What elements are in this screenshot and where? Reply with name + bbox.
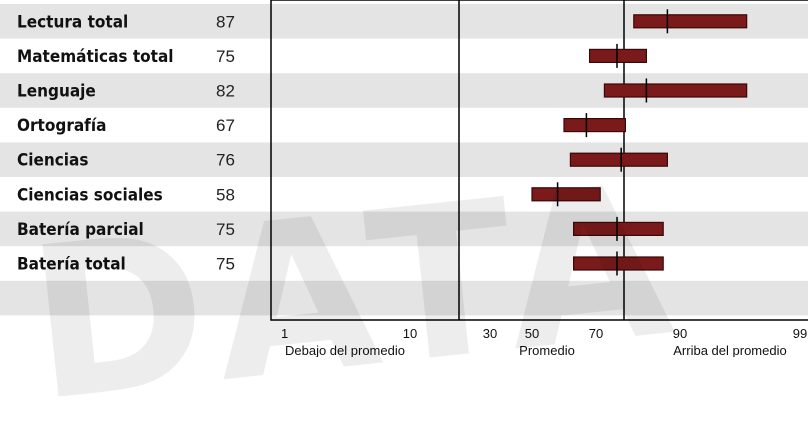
percentile-band [569, 152, 669, 167]
percentile-chart: Lectura total Matemáticas total Lenguaje Or… [0, 0, 808, 357]
category-labels: Lectura total Matemáticas total Lenguaje Or… [17, 12, 174, 274]
x-tick-label: 1 [281, 326, 288, 341]
category-label: Lenguaje [17, 82, 96, 102]
score-value: 75 [216, 220, 235, 239]
row-band [0, 280, 808, 316]
x-tick-label: 90 [673, 326, 687, 341]
score-value: 76 [216, 151, 235, 170]
score-value: 75 [216, 47, 235, 66]
row-band [0, 211, 808, 247]
percentile-band [588, 48, 647, 64]
x-tick-labels: 1 10 30 50 70 90 99 [281, 326, 807, 341]
score-value: 75 [216, 255, 235, 274]
category-label: Matemáticas total [17, 47, 174, 67]
percentile-band [572, 256, 664, 271]
score-value: 82 [216, 82, 235, 101]
x-tick-label: 70 [589, 326, 603, 341]
percentile-bands [531, 9, 748, 276]
x-tick-label: 30 [483, 326, 497, 341]
x-category-label: Debajo del promedio [285, 343, 405, 357]
percentile-band [531, 187, 601, 202]
category-label: Ortografía [17, 116, 106, 136]
percentile-band [572, 221, 664, 236]
score-value: 58 [216, 185, 235, 204]
x-category-labels: Debajo del promedio Promedio Arriba del pr… [285, 343, 787, 357]
score-labels: 87 75 82 67 76 58 75 75 [216, 12, 235, 273]
x-category-label: Arriba del promedio [673, 343, 786, 357]
percentile-band [633, 14, 748, 29]
x-tick-label: 10 [403, 326, 417, 341]
x-tick-label: 99 [793, 326, 807, 341]
x-category-label: Promedio [519, 343, 575, 357]
category-label: Batería parcial [17, 220, 144, 240]
row-band [0, 142, 808, 177]
category-label: Batería total [17, 255, 126, 275]
percentile-band [563, 117, 627, 133]
category-label: Ciencias [17, 151, 88, 171]
score-value: 87 [216, 12, 235, 31]
plot-frame [270, 0, 808, 321]
x-tick-label: 50 [525, 326, 539, 341]
percentile-band [603, 83, 748, 98]
category-label: Lectura total [17, 12, 128, 32]
score-value: 67 [216, 116, 235, 135]
category-label: Ciencias sociales [17, 185, 163, 205]
